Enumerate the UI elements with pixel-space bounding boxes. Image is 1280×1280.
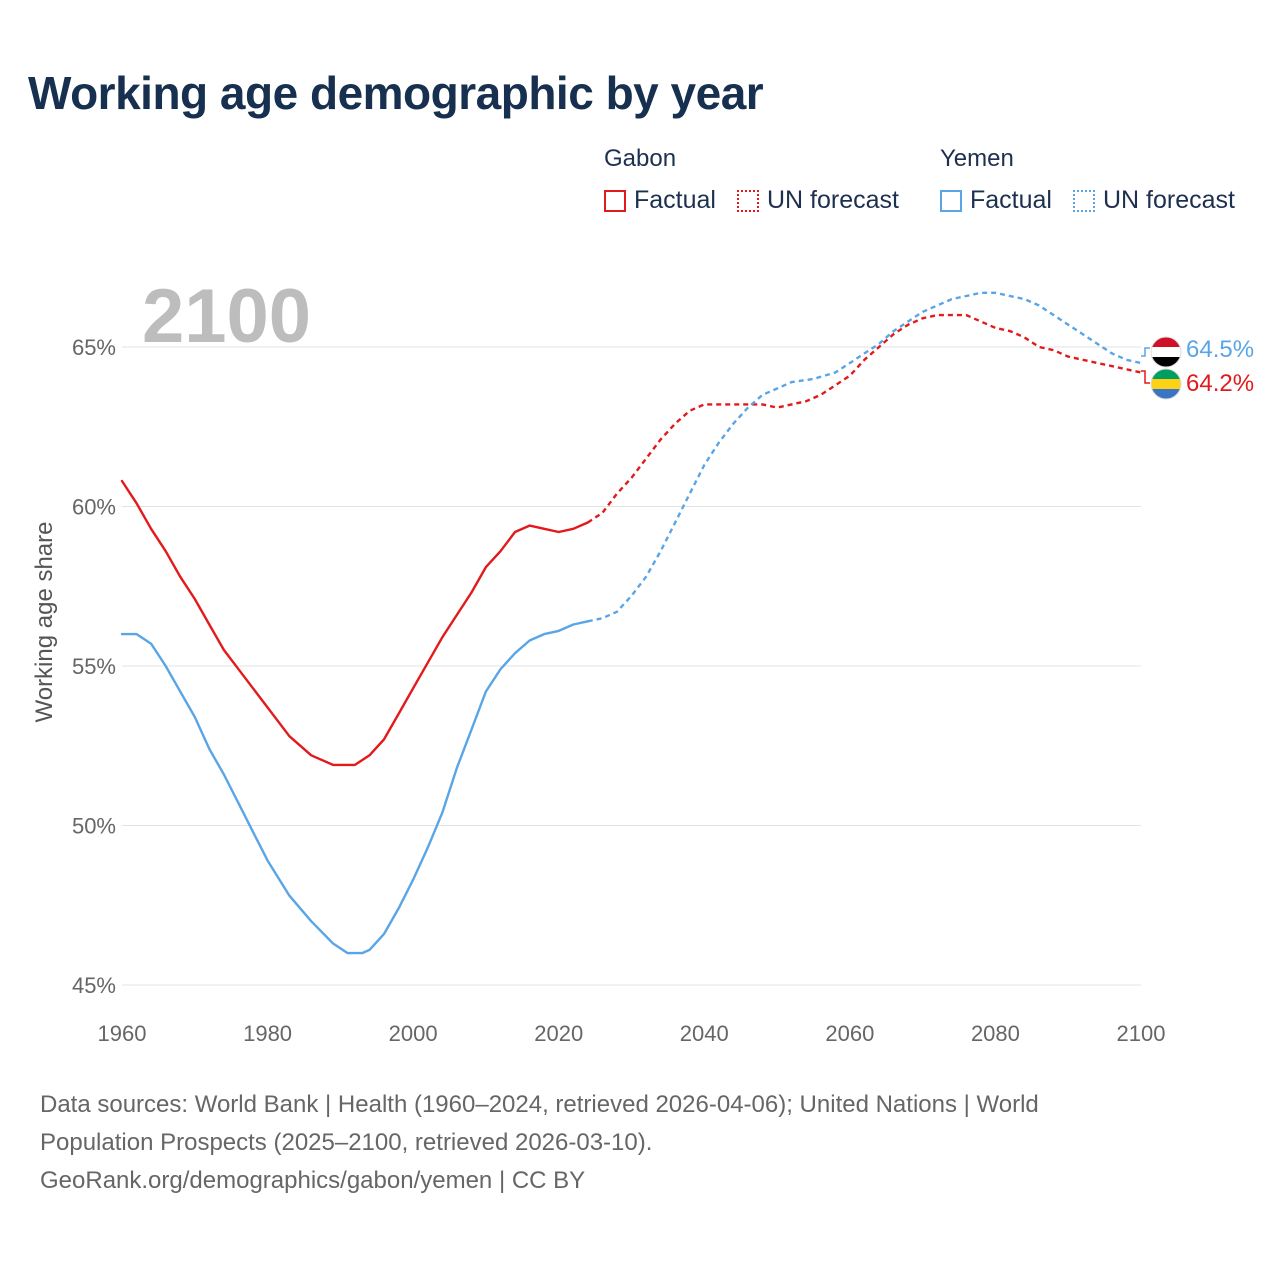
legend-gabon-forecast[interactable]: UN forecast (737, 186, 899, 215)
yemen-end-label: 64.5% (1186, 336, 1254, 363)
x-tick-label: 2100 (1117, 1021, 1166, 1046)
y-tick-label: 45% (72, 973, 116, 998)
legend-label: Factual (634, 186, 716, 214)
legend-yemen-forecast[interactable]: UN forecast (1073, 186, 1235, 215)
legend-swatch-gabon-forecast (737, 189, 759, 212)
x-tick-label: 2080 (971, 1021, 1020, 1046)
x-tick-label: 2040 (680, 1021, 729, 1046)
y-tick-label: 60% (72, 495, 116, 520)
y-tick-label: 65% (72, 335, 116, 360)
source-line-3[interactable]: GeoRank.org/demographics/gabon/yemen | C… (40, 1167, 586, 1194)
y-tick-label: 50% (72, 814, 116, 839)
legend-label: UN forecast (1103, 186, 1235, 214)
yemen-forecast-line[interactable] (587, 291, 1142, 623)
gabon-flag-icon (1150, 368, 1182, 400)
gabon-forecast-line[interactable] (587, 313, 1142, 524)
x-tick-label: 2000 (389, 1021, 438, 1046)
legend-swatch-yemen-forecast (1073, 189, 1095, 212)
x-tick-label: 1960 (98, 1021, 147, 1046)
year-overlay: 2100 (142, 274, 311, 359)
y-axis-label: Working age share (31, 522, 58, 723)
x-tick-label: 2020 (534, 1021, 583, 1046)
legend-label: Factual (970, 186, 1052, 214)
source-line-1: Data sources: World Bank | Health (1960–… (40, 1091, 1039, 1118)
chart-title: Working age demographic by year (28, 67, 764, 119)
yemen-end-connector (1141, 347, 1150, 357)
source-note: Data sources: World Bank | Health (1960–… (40, 1086, 1160, 1200)
legend-label: UN forecast (767, 186, 899, 214)
legend-swatch-yemen-factual (940, 189, 962, 212)
source-line-2: Population Prospects (2025–2100, retriev… (40, 1129, 653, 1156)
x-tick-label: 1980 (243, 1021, 292, 1046)
legend-group-gabon: Gabon (604, 145, 677, 172)
legend-gabon-factual[interactable]: Factual (604, 186, 716, 215)
y-tick-label: 55% (72, 654, 116, 679)
gabon-end-connector (1141, 370, 1150, 384)
legend-yemen-factual[interactable]: Factual (940, 186, 1052, 215)
gabon-end-label: 64.2% (1186, 370, 1254, 397)
x-tick-label: 2060 (825, 1021, 874, 1046)
legend-group-yemen: Yemen (940, 145, 1014, 172)
legend-swatch-gabon-factual (604, 189, 626, 212)
yemen-flag-icon (1150, 336, 1182, 368)
gabon-factual-line[interactable] (120, 479, 589, 767)
yemen-factual-line[interactable] (120, 620, 589, 955)
